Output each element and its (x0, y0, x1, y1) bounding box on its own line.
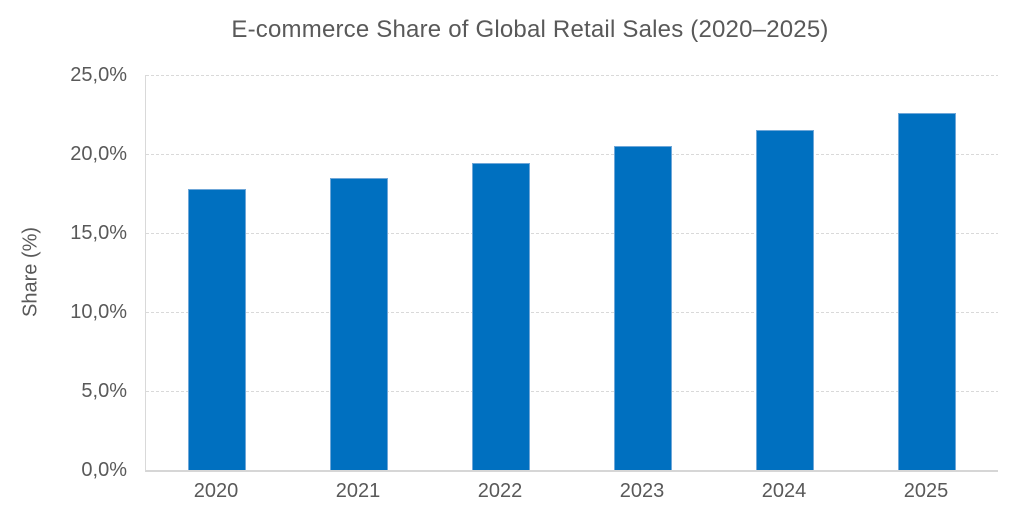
bar-2023 (614, 146, 672, 470)
bar-slot-2024 (714, 75, 856, 470)
bar-2021 (330, 177, 388, 470)
bar-2024 (756, 130, 814, 470)
plot-area (145, 75, 998, 472)
bar-slot-2020 (146, 75, 288, 470)
gridline-15pct (146, 233, 998, 234)
y-tick-label-10,0%: 10,0% (70, 301, 127, 323)
x-tick-label-2025: 2025 (903, 480, 949, 502)
y-tick-label-0,0%: 0,0% (81, 459, 127, 481)
y-tick-label-5,0%: 5,0% (81, 380, 127, 402)
x-axis-tick-labels: 2020 2021 2022 2023 2024 2025 (145, 478, 997, 504)
x-tick-label-2020: 2020 (193, 480, 239, 502)
bar-slot-2021 (288, 75, 430, 470)
bars-layer (146, 75, 998, 470)
y-axis-tick-labels: 0,0% 5,0% 10,0% 15,0% 20,0% 25,0% (0, 64, 127, 481)
chart-title: E-commerce Share of Global Retail Sales … (231, 16, 829, 43)
bar-2020 (188, 188, 246, 470)
gridline-10pct (146, 312, 998, 313)
gridline-20pct (146, 154, 998, 155)
x-tick-label-2021: 2021 (335, 480, 381, 502)
x-tick-label-2023: 2023 (619, 480, 665, 502)
bar-2022 (472, 163, 530, 470)
bar-slot-2023 (572, 75, 714, 470)
x-tick-label-2022: 2022 (477, 480, 523, 502)
y-tick-label-25,0%: 25,0% (70, 64, 127, 86)
x-tick-label-2024: 2024 (761, 480, 807, 502)
bar-slot-2025 (856, 75, 998, 470)
bar-slot-2022 (430, 75, 572, 470)
bar-2025 (898, 112, 956, 470)
gridline-25pct (146, 75, 998, 76)
gridline-5pct (146, 391, 998, 392)
y-tick-label-15,0%: 15,0% (70, 222, 127, 244)
y-tick-label-20,0%: 20,0% (70, 143, 127, 165)
